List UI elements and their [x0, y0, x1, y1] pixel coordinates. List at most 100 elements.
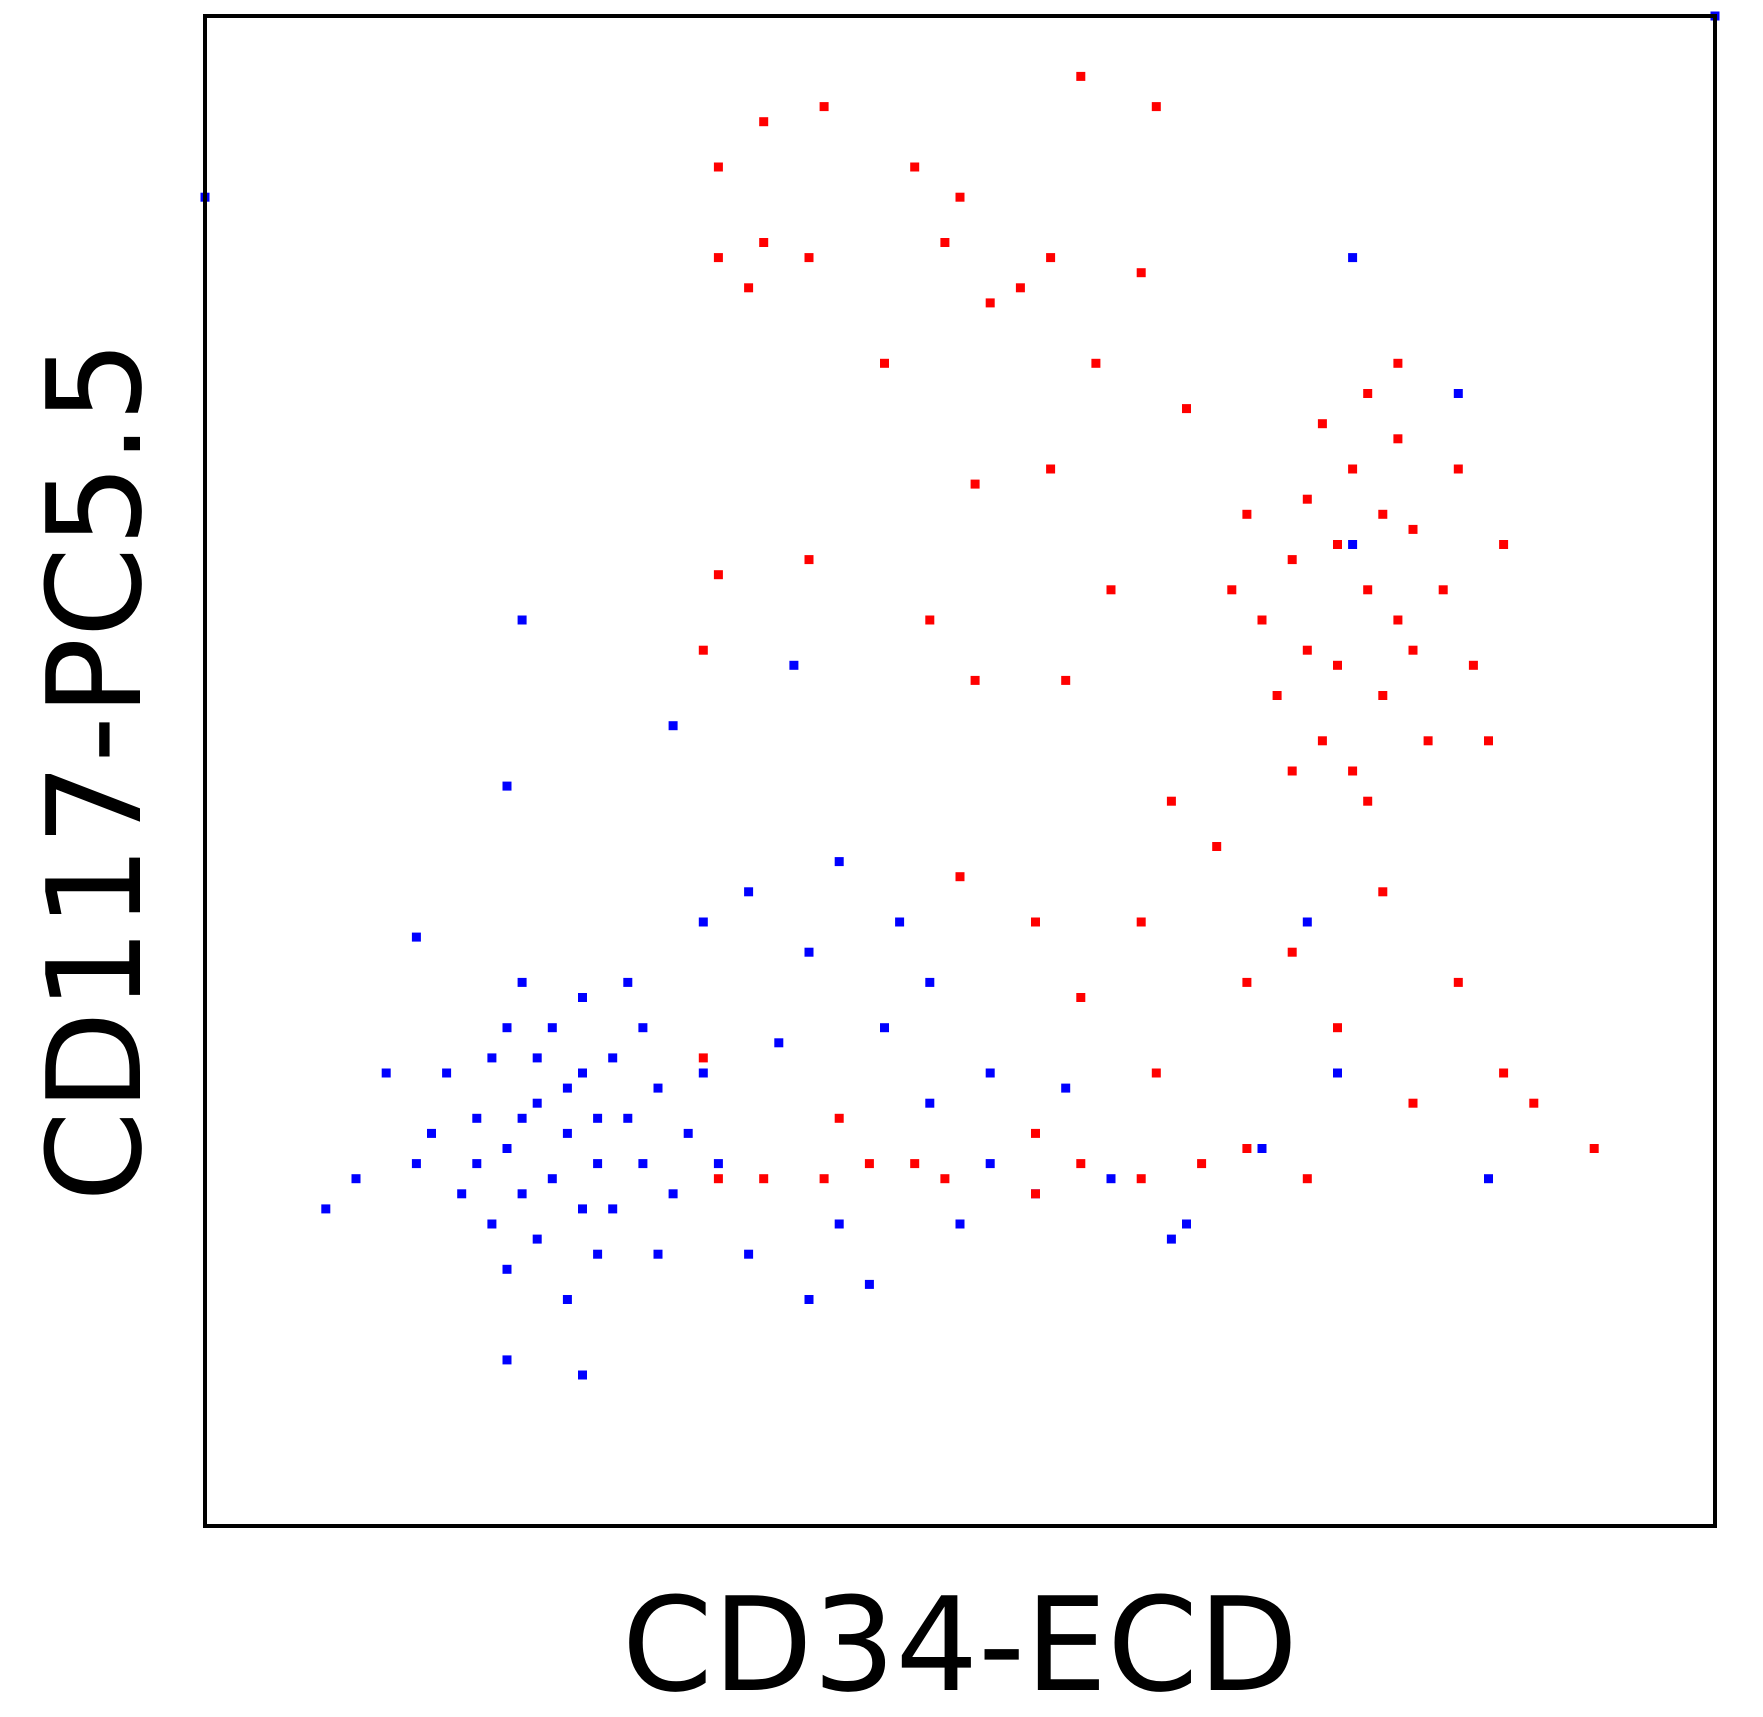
point: [578, 1204, 587, 1214]
point: [804, 947, 814, 957]
point: [1076, 1159, 1086, 1169]
point: [1499, 540, 1509, 549]
point: [457, 1189, 467, 1199]
point: [1468, 660, 1478, 670]
point: [668, 1189, 678, 1199]
point: [804, 1295, 814, 1304]
point: [547, 1174, 557, 1184]
point: [502, 1264, 512, 1274]
point: [910, 162, 920, 172]
point: [1348, 253, 1358, 263]
point: [593, 1249, 603, 1259]
point: [744, 887, 754, 897]
point: [940, 1174, 950, 1184]
point: [562, 1128, 572, 1138]
point: [1378, 887, 1388, 897]
point: [744, 1249, 754, 1259]
point: [1061, 1083, 1071, 1093]
point: [895, 917, 905, 927]
point: [502, 1023, 512, 1033]
point: [1408, 1098, 1418, 1108]
point: [759, 238, 769, 247]
point: [653, 1083, 663, 1093]
point: [1438, 585, 1448, 595]
point: [502, 1144, 512, 1153]
point: [502, 781, 512, 791]
point: [804, 253, 814, 263]
point: [668, 721, 678, 731]
point: [1242, 977, 1252, 987]
point: [910, 1159, 920, 1169]
point: [1061, 675, 1071, 685]
point: [1348, 766, 1358, 776]
point: [1333, 660, 1342, 670]
point: [698, 1053, 708, 1063]
point: [517, 977, 527, 987]
point: [925, 615, 935, 625]
point: [1423, 736, 1433, 746]
point: [532, 1053, 542, 1063]
point: [1453, 977, 1463, 987]
point: [925, 1098, 935, 1108]
point: [562, 1083, 572, 1093]
point: [1484, 736, 1493, 746]
point: [1257, 1144, 1267, 1153]
point: [1091, 358, 1101, 368]
point: [1212, 842, 1222, 851]
point: [1348, 464, 1358, 474]
point: [1272, 691, 1282, 700]
point: [638, 1023, 648, 1033]
point: [1046, 464, 1056, 474]
point: [1031, 1128, 1040, 1138]
point: [1287, 555, 1297, 565]
point: [593, 1159, 603, 1169]
point: [1197, 1159, 1207, 1169]
point: [411, 932, 421, 942]
point: [1136, 917, 1146, 927]
point: [1317, 419, 1327, 429]
point: [1166, 1234, 1176, 1244]
point: [1484, 1174, 1493, 1184]
point: [1302, 494, 1312, 504]
point: [985, 1159, 995, 1169]
point: [1136, 268, 1146, 278]
point: [864, 1159, 874, 1169]
point: [578, 993, 587, 1002]
point: [1302, 645, 1312, 655]
point: [1076, 71, 1086, 81]
point: [1393, 358, 1403, 368]
point: [1363, 585, 1373, 595]
point: [985, 1068, 995, 1078]
point: [608, 1053, 618, 1063]
point: [1348, 540, 1358, 549]
point: [744, 283, 754, 293]
point: [502, 1355, 512, 1365]
point: [940, 238, 950, 247]
point: [487, 1053, 497, 1063]
point: [774, 1038, 784, 1048]
point: [698, 645, 708, 655]
point: [819, 102, 829, 112]
point: [1106, 1174, 1116, 1184]
y-axis-label: CD117-PC5.5: [19, 340, 171, 1202]
point: [955, 1219, 965, 1229]
point: [713, 1174, 723, 1184]
point: [1529, 1098, 1539, 1108]
point: [804, 555, 814, 565]
point: [1302, 917, 1312, 927]
point: [1589, 1144, 1599, 1153]
point: [955, 192, 965, 202]
point: [1393, 615, 1403, 625]
point: [1227, 585, 1237, 595]
point: [925, 977, 935, 987]
point: [578, 1068, 587, 1078]
point: [880, 358, 889, 368]
point: [623, 977, 633, 987]
point: [1151, 102, 1161, 112]
point: [321, 1204, 331, 1214]
point: [819, 1174, 829, 1184]
point: [653, 1249, 663, 1259]
point: [1287, 947, 1297, 957]
point: [1333, 540, 1342, 549]
